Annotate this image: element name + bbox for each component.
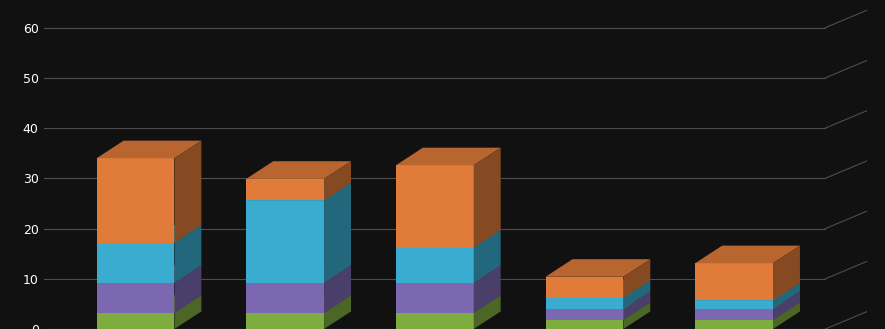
Polygon shape	[246, 295, 351, 313]
Polygon shape	[545, 320, 623, 329]
Polygon shape	[623, 259, 650, 298]
Polygon shape	[473, 230, 501, 283]
Polygon shape	[473, 148, 501, 248]
Polygon shape	[696, 263, 773, 300]
Polygon shape	[696, 302, 800, 320]
Polygon shape	[174, 295, 202, 329]
Polygon shape	[545, 277, 623, 298]
Polygon shape	[174, 225, 202, 283]
Polygon shape	[545, 280, 650, 298]
Polygon shape	[246, 283, 324, 313]
Polygon shape	[545, 259, 650, 277]
Polygon shape	[396, 265, 501, 283]
Polygon shape	[396, 313, 473, 329]
Polygon shape	[623, 291, 650, 320]
Polygon shape	[324, 161, 351, 200]
Polygon shape	[96, 295, 202, 313]
Polygon shape	[174, 265, 202, 313]
Polygon shape	[773, 302, 800, 329]
Polygon shape	[623, 302, 650, 329]
Polygon shape	[96, 313, 174, 329]
Polygon shape	[396, 295, 501, 313]
Polygon shape	[396, 148, 501, 165]
Polygon shape	[324, 183, 351, 283]
Polygon shape	[696, 320, 773, 329]
Polygon shape	[246, 179, 324, 200]
Polygon shape	[396, 283, 473, 313]
Polygon shape	[473, 265, 501, 313]
Polygon shape	[246, 183, 351, 200]
Polygon shape	[246, 200, 324, 283]
Polygon shape	[545, 291, 650, 309]
Polygon shape	[96, 140, 202, 158]
Polygon shape	[396, 248, 473, 283]
Polygon shape	[96, 265, 202, 283]
Polygon shape	[696, 300, 773, 309]
Polygon shape	[324, 265, 351, 313]
Polygon shape	[473, 295, 501, 329]
Polygon shape	[696, 309, 773, 320]
Polygon shape	[696, 291, 800, 309]
Polygon shape	[696, 283, 800, 300]
Polygon shape	[96, 242, 174, 283]
Polygon shape	[773, 246, 800, 300]
Polygon shape	[623, 280, 650, 309]
Polygon shape	[545, 302, 650, 320]
Polygon shape	[96, 158, 174, 242]
Polygon shape	[96, 225, 202, 242]
Polygon shape	[246, 265, 351, 283]
Polygon shape	[545, 309, 623, 320]
Polygon shape	[324, 295, 351, 329]
Polygon shape	[396, 230, 501, 248]
Polygon shape	[174, 140, 202, 242]
Polygon shape	[246, 161, 351, 179]
Polygon shape	[773, 283, 800, 309]
Polygon shape	[773, 291, 800, 320]
Polygon shape	[246, 313, 324, 329]
Polygon shape	[545, 298, 623, 309]
Polygon shape	[96, 283, 174, 313]
Polygon shape	[696, 246, 800, 263]
Polygon shape	[396, 165, 473, 248]
